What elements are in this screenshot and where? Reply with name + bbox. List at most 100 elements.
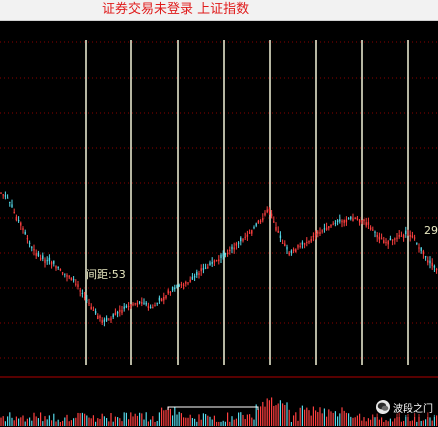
- volume-bar: [284, 405, 286, 426]
- volume-bar: [130, 412, 132, 426]
- volume-bar: [418, 413, 420, 426]
- candle-body: [312, 235, 315, 238]
- candle-body: [286, 246, 288, 250]
- candle-body: [59, 268, 62, 271]
- candle-body: [435, 269, 438, 271]
- candle-body: [4, 195, 7, 197]
- volume-bar: [163, 410, 165, 426]
- volume-bar: [156, 421, 158, 426]
- volume-bar: [9, 412, 11, 426]
- candle-body: [270, 213, 273, 217]
- volume-bar: [55, 421, 57, 426]
- candle-body: [182, 284, 185, 286]
- candle-body: [427, 260, 429, 263]
- candle-body: [13, 211, 15, 213]
- candle-body: [431, 262, 433, 267]
- volume-bar: [295, 412, 297, 426]
- candle-body: [53, 260, 55, 264]
- candle-body: [255, 223, 257, 226]
- volume-bar: [326, 416, 328, 426]
- volume-bar: [310, 415, 312, 426]
- candle-body: [193, 275, 196, 278]
- volume-bar: [2, 416, 4, 426]
- candle-body: [264, 212, 266, 216]
- volume-bar: [286, 402, 288, 426]
- candle-body: [416, 242, 418, 244]
- candle-body: [288, 252, 290, 255]
- volume-bar: [13, 420, 15, 426]
- volume-bar: [172, 415, 174, 426]
- volume-bar: [409, 421, 411, 426]
- candle-body: [160, 298, 163, 302]
- candle-body: [171, 287, 174, 291]
- volume-bar: [185, 417, 187, 426]
- candle-body: [325, 227, 328, 230]
- volume-bar: [150, 419, 152, 426]
- candle-body: [240, 237, 242, 242]
- volume-bar: [304, 409, 306, 426]
- candle-body: [226, 253, 229, 254]
- volume-bar: [242, 414, 244, 426]
- candle-body: [328, 226, 330, 229]
- volume-bar: [279, 400, 281, 426]
- volume-bar: [187, 417, 189, 426]
- volume-bar: [268, 400, 270, 426]
- candle-body: [180, 284, 183, 286]
- volume-bar: [277, 403, 279, 426]
- volume-bar: [356, 415, 358, 426]
- volume-bar: [161, 407, 163, 426]
- volume-bar: [350, 416, 352, 426]
- volume-bar: [11, 417, 13, 426]
- volume-bar: [92, 415, 94, 426]
- candle-body: [356, 218, 359, 220]
- candle-body: [189, 279, 191, 282]
- volume-bar: [244, 419, 246, 426]
- volume-bar: [231, 416, 233, 426]
- volume-bar: [396, 413, 398, 426]
- candle-body: [378, 236, 381, 240]
- volume-bar: [84, 413, 86, 426]
- volume-bar: [319, 407, 321, 426]
- candle-body: [213, 260, 216, 263]
- volume-bar: [301, 405, 303, 426]
- volume-bar: [123, 412, 125, 426]
- candle-body: [147, 305, 150, 309]
- volume-bar: [381, 417, 383, 426]
- candle-body: [66, 275, 68, 277]
- volume-bar: [238, 412, 240, 426]
- candle-body: [251, 230, 253, 234]
- volume-bar: [420, 420, 422, 426]
- candle-body: [235, 243, 238, 246]
- volume-bar: [33, 412, 35, 426]
- volume-bar: [394, 418, 396, 426]
- volume-bar: [376, 413, 378, 426]
- candle-body: [90, 306, 92, 310]
- candle-body: [262, 218, 264, 221]
- volume-bar: [121, 421, 123, 426]
- candle-body: [402, 234, 405, 239]
- volume-bar: [275, 405, 277, 426]
- volume-bar: [229, 421, 231, 426]
- candle-body: [380, 238, 383, 240]
- candle-body: [242, 239, 244, 241]
- price-chart[interactable]: [0, 20, 438, 427]
- candle-body: [200, 268, 202, 272]
- volume-bar: [95, 421, 97, 426]
- volume-bar: [180, 413, 182, 426]
- candle-body: [281, 242, 284, 244]
- volume-bar: [334, 411, 336, 426]
- candle-body: [407, 233, 409, 235]
- candle-body: [218, 259, 220, 262]
- candle-body: [420, 247, 422, 251]
- candle-body: [31, 247, 33, 249]
- candle-body: [20, 222, 22, 226]
- candle-body: [165, 295, 167, 299]
- volume-bar: [315, 410, 317, 426]
- volume-bar: [370, 419, 372, 426]
- volume-bar: [251, 417, 253, 426]
- candle-body: [391, 239, 394, 241]
- volume-bar: [255, 404, 257, 426]
- candle-body: [352, 218, 354, 222]
- volume-bar: [7, 416, 9, 426]
- candle-body: [0, 192, 2, 194]
